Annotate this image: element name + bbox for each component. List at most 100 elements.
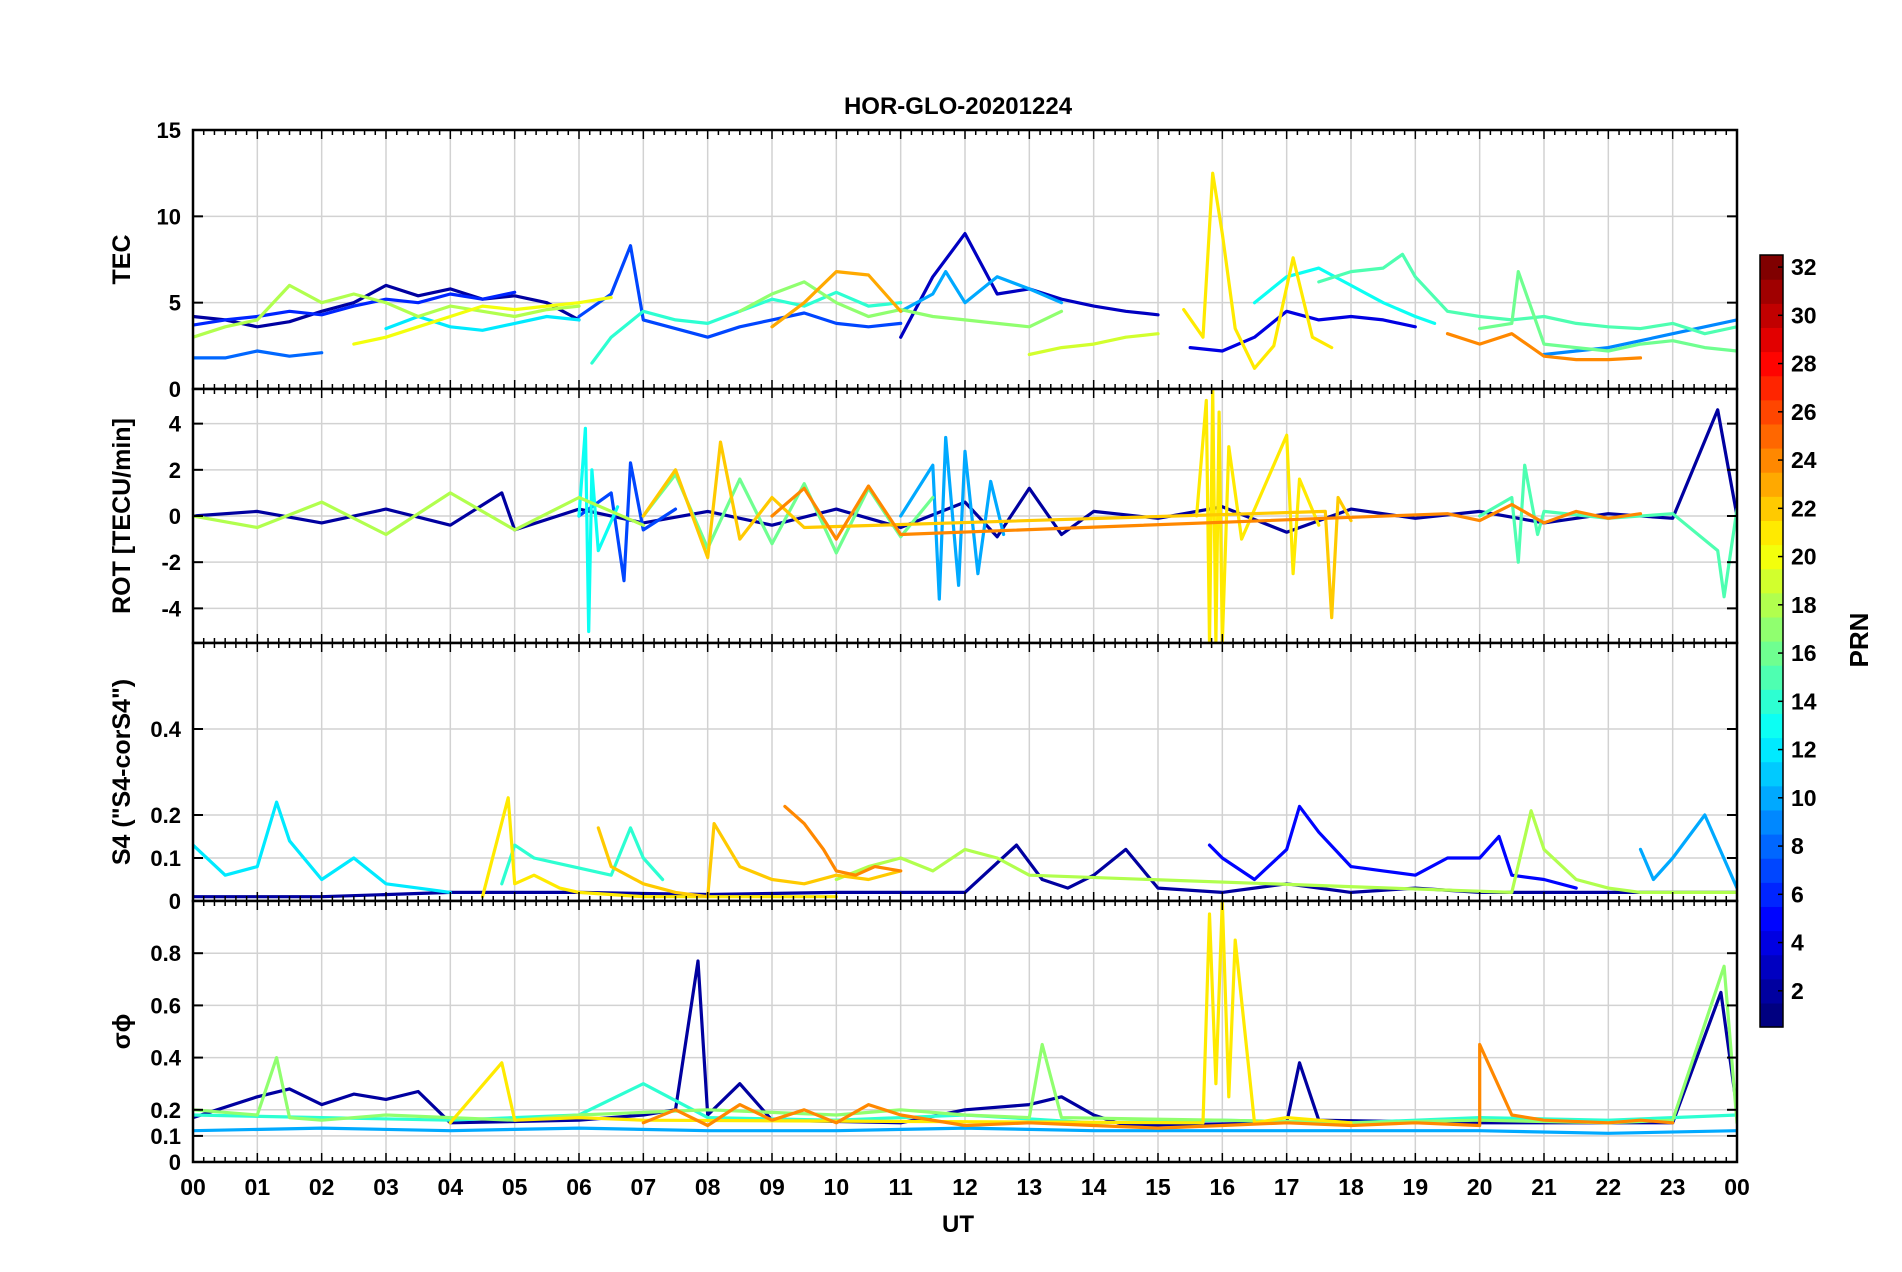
chart-title: HOR-GLO-20201224 xyxy=(844,93,1073,120)
colorbar-tick-label: 16 xyxy=(1791,640,1817,666)
x-tick-label: 05 xyxy=(502,1174,528,1200)
y-tick-label: 0.8 xyxy=(150,941,181,966)
series-line-prn-12 xyxy=(193,800,452,895)
colorbar-segment xyxy=(1760,327,1783,353)
colorbar-segment xyxy=(1760,568,1783,594)
y-tick-label: 0 xyxy=(169,504,181,529)
y-tick-label: 0.2 xyxy=(150,1098,181,1123)
series-line-prn-18 xyxy=(834,809,1737,895)
colorbar-tick-label: 26 xyxy=(1791,399,1817,425)
series-line-prn-21 xyxy=(1182,171,1334,370)
colorbar-segment xyxy=(1760,665,1783,690)
colorbar-segment xyxy=(1760,906,1783,932)
series-line-prn-13 xyxy=(577,426,620,634)
colorbar-segment xyxy=(1760,737,1783,763)
y-tick-label: 4 xyxy=(169,412,182,437)
x-tick-label: 01 xyxy=(245,1174,271,1200)
x-tick-label: 21 xyxy=(1531,1174,1557,1200)
panel-rot-series-group xyxy=(193,389,1737,643)
colorbar-segment xyxy=(1760,592,1783,618)
colorbar-segment xyxy=(1760,279,1783,304)
x-tick-label: 11 xyxy=(889,1174,914,1200)
colorbar-tick-label: 2 xyxy=(1791,978,1804,1004)
x-tick-label: 18 xyxy=(1338,1174,1364,1200)
colorbar-segment xyxy=(1760,351,1783,377)
series-line-prn-2 xyxy=(193,959,1737,1128)
x-tick-label: 17 xyxy=(1274,1174,1300,1200)
colorbar-segment xyxy=(1760,399,1783,425)
series-line-prn-24 xyxy=(641,1042,1675,1130)
series-line-prn-22 xyxy=(641,440,1353,620)
series-line-prn-24 xyxy=(783,804,903,877)
x-tick-label: 14 xyxy=(1081,1174,1107,1200)
series-line-prn-21 xyxy=(1194,389,1321,643)
colorbar-segment xyxy=(1760,544,1783,570)
x-tick-label: 04 xyxy=(438,1174,464,1200)
colorbar-segment xyxy=(1760,785,1783,811)
colorbar-label: PRN xyxy=(1844,613,1874,668)
colorbar-tick-label: 10 xyxy=(1791,785,1817,811)
panel-rot: -4 -2 0 2 4 ROT [TECU/min] xyxy=(108,387,1739,645)
x-tick-label: 10 xyxy=(824,1174,850,1200)
series-line-prn-24 xyxy=(1445,332,1643,362)
series-line-prn-19 xyxy=(1027,332,1160,357)
x-axis-label: UT xyxy=(942,1211,974,1238)
colorbar-tick-label: 32 xyxy=(1791,254,1817,280)
x-tick-label: 13 xyxy=(1017,1174,1043,1200)
y-tick-label: 2 xyxy=(169,458,181,483)
series-line-prn-10 xyxy=(1638,813,1737,890)
x-tick-label: 00 xyxy=(180,1174,206,1200)
colorbar-segment xyxy=(1760,954,1783,980)
x-tick-label: 00 xyxy=(1724,1174,1750,1200)
colorbar-segment xyxy=(1760,616,1783,642)
y-axis-label-tec: TEC xyxy=(108,235,136,285)
colorbar-segment xyxy=(1760,834,1783,859)
y-tick-label: -2 xyxy=(161,550,181,575)
colorbar-segment xyxy=(1760,809,1783,835)
colorbar-segment xyxy=(1760,858,1783,883)
series-line-prn-2 xyxy=(193,408,1737,539)
colorbar-segment xyxy=(1760,448,1783,473)
series-line-prn-4 xyxy=(1188,309,1417,353)
colorbar-segment xyxy=(1760,713,1783,739)
series-line-prn-23 xyxy=(770,270,903,329)
y-axis-label-sigma: σϕ xyxy=(108,1014,136,1050)
colorbar-segment xyxy=(1760,375,1783,401)
y-tick-label: 0.1 xyxy=(150,1124,181,1149)
x-tick-label: 06 xyxy=(566,1174,592,1200)
series-line-prn-2 xyxy=(193,283,581,329)
series-line-prn-10 xyxy=(899,435,1006,601)
x-tick-label: 09 xyxy=(759,1174,785,1200)
x-tick-label: 20 xyxy=(1467,1174,1493,1200)
series-line-prn-20 xyxy=(352,295,613,346)
y-tick-label: 10 xyxy=(157,204,181,229)
y-tick-label: 0.1 xyxy=(150,846,181,871)
colorbar-tick-label: 28 xyxy=(1791,351,1817,377)
colorbar-segment xyxy=(1760,423,1783,449)
x-tick-label: 08 xyxy=(695,1174,721,1200)
series-line-prn-10 xyxy=(899,270,1064,313)
series-line-prn-14 xyxy=(500,826,665,886)
colorbar-segment xyxy=(1760,520,1783,546)
colorbar-tick-label: 30 xyxy=(1791,302,1817,328)
x-tick-label: 19 xyxy=(1403,1174,1429,1200)
colorbar-segment xyxy=(1760,496,1783,521)
x-tick-label: 23 xyxy=(1660,1174,1686,1200)
y-tick-label: 15 xyxy=(157,118,181,143)
colorbar-segment xyxy=(1760,472,1783,497)
colorbar-segment xyxy=(1760,761,1783,787)
y-axis-label-rot: ROT [TECU/min] xyxy=(108,418,136,614)
colorbar-segment xyxy=(1760,255,1783,280)
y-tick-label: 0 xyxy=(169,377,181,402)
colorbar-segment xyxy=(1760,641,1783,666)
series-line-prn-22 xyxy=(596,821,903,899)
panel-sigma-series-group xyxy=(193,901,1737,1135)
series-line-prn-17 xyxy=(193,964,1737,1125)
colorbar-tick-label: 22 xyxy=(1791,495,1817,521)
panel-sigma: 00.10.2 0.4 0.6 0.8 σϕ xyxy=(108,899,1739,1175)
y-tick-label: 0 xyxy=(169,1150,181,1175)
y-tick-label: 0.4 xyxy=(150,1046,181,1071)
